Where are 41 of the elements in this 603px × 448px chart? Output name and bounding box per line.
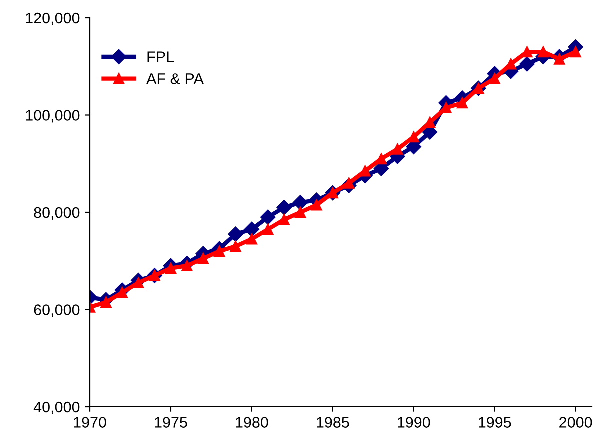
x-tick-label: 1980	[236, 417, 268, 428]
legend-label: AF & PA	[146, 74, 204, 84]
point	[244, 222, 260, 238]
point	[276, 200, 292, 216]
point	[228, 226, 244, 242]
x-tick-label: 1975	[155, 417, 188, 428]
x-tick-label: 2000	[560, 417, 592, 428]
x-tick-label: 1995	[479, 417, 512, 428]
point	[294, 206, 306, 218]
point	[292, 195, 308, 210]
x-tick-label: 1985	[317, 417, 350, 428]
point	[133, 277, 144, 289]
y-tick-label: 100,000	[26, 110, 80, 123]
point	[570, 46, 582, 58]
point	[456, 98, 468, 109]
point	[489, 73, 500, 84]
point	[311, 200, 322, 211]
point	[408, 132, 420, 143]
point	[260, 210, 276, 225]
point	[100, 296, 112, 308]
point	[278, 214, 290, 226]
point	[522, 46, 533, 58]
point	[165, 262, 177, 274]
y-tick-label: 40,000	[34, 402, 80, 414]
point	[360, 166, 371, 177]
point	[262, 224, 274, 236]
point	[214, 246, 226, 257]
point	[376, 153, 388, 165]
point	[520, 56, 535, 72]
y-tick-label: 80,000	[34, 207, 80, 220]
point	[538, 46, 549, 58]
point	[246, 234, 258, 245]
x-tick-label: 1970	[74, 417, 106, 428]
y-tick-label: 60,000	[34, 304, 80, 318]
point	[198, 253, 209, 264]
legend-label: FPL	[148, 52, 174, 62]
point	[392, 144, 404, 155]
x-tick-label: 1990	[398, 417, 430, 428]
point	[230, 240, 242, 252]
point	[182, 260, 193, 272]
y-tick-label: 120,000	[26, 12, 80, 26]
